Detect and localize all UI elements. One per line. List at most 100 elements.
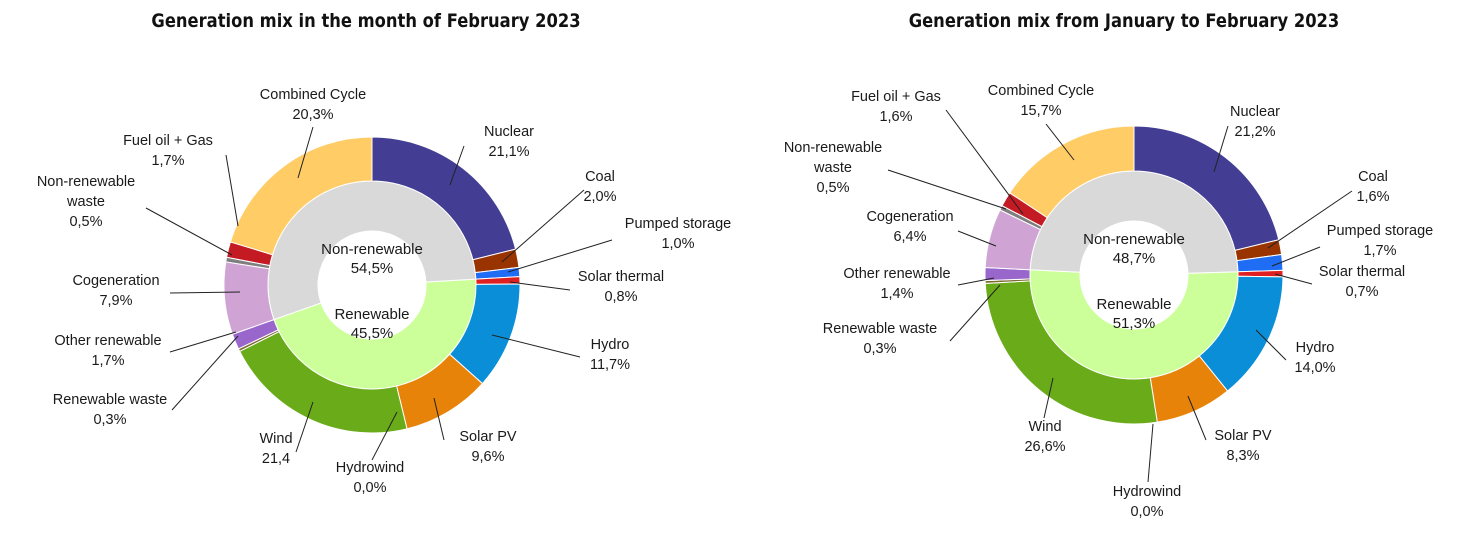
value-label-solar-pv: 9,6% xyxy=(471,449,504,465)
value-label-wind: 21,4 xyxy=(262,451,290,467)
leader-line-renewable-waste xyxy=(949,284,1001,342)
name-label-coal: Coal xyxy=(1358,169,1388,185)
value-label-hydro: 11,7% xyxy=(590,357,630,373)
leader-line-pumped-storage xyxy=(507,239,613,273)
value-label-nuclear: 21,2% xyxy=(1234,124,1275,140)
name-label-fuel-gas: Fuel oil + Gas xyxy=(851,89,941,105)
center-label-renewable-name: Renewable xyxy=(334,306,409,323)
leader-line-hydrowind xyxy=(371,411,398,461)
center-label-non-renewable-name: Non-renewable xyxy=(1083,231,1185,248)
leader-line-solar-thermal xyxy=(1274,273,1313,285)
name-label-coal: Coal xyxy=(585,169,615,185)
name-label-wind: Wind xyxy=(1028,419,1061,435)
leader-line-solar-thermal xyxy=(509,281,571,291)
name-label-combined-cycle: Combined Cycle xyxy=(988,83,1094,99)
name-label-combined-cycle: Combined Cycle xyxy=(260,87,366,103)
chart-1-donut: Non-renewable 54,5% Renewable 45,5% Nuclear 2… xyxy=(37,87,731,496)
value-label-pumped-storage: 1,0% xyxy=(661,236,694,252)
leader-line-hydro xyxy=(1255,329,1287,361)
leader-line-renewable-waste xyxy=(171,335,239,411)
name-label-cogeneration: Cogeneration xyxy=(72,273,159,289)
value-label-combined-cycle: 20,3% xyxy=(292,107,333,123)
leader-line-non-renewable-waste xyxy=(145,207,233,256)
value-label-other-renewable: 1,7% xyxy=(91,353,124,369)
value-label-hydrowind: 0,0% xyxy=(353,480,386,496)
leader-line-hydrowind xyxy=(1147,423,1154,483)
value-label-renewable-waste: 0,3% xyxy=(863,341,896,357)
value-label-non-renewable-waste: 0,5% xyxy=(69,214,102,230)
leader-line-pumped-storage xyxy=(1271,246,1321,267)
leader-line-wind xyxy=(1043,377,1054,419)
leader-line-non-renewable-waste xyxy=(887,169,1007,210)
name-label-hydrowind: Hydrowind xyxy=(336,460,405,476)
value-label-hydrowind: 0,0% xyxy=(1130,504,1163,520)
name-label-nuclear: Nuclear xyxy=(1230,104,1280,120)
value-label-combined-cycle: 15,7% xyxy=(1020,103,1061,119)
name-label-solar-pv: Solar PV xyxy=(1214,428,1272,444)
name-label-renewable-waste: Renewable waste xyxy=(823,321,937,337)
name-label-solar-pv: Solar PV xyxy=(459,429,517,445)
name-label-non-renewable-waste: Non-renewable xyxy=(37,174,135,190)
center-label-non-renewable-value: 48,7% xyxy=(1113,250,1156,267)
center-label-renewable-value: 51,3% xyxy=(1113,315,1156,332)
leader-line-hydro xyxy=(491,334,581,358)
leader-line-fuel-gas xyxy=(225,154,239,227)
name-label-hydrowind: Hydrowind xyxy=(1113,484,1182,500)
slice-combined-cycle xyxy=(229,136,373,256)
value-label-other-renewable: 1,4% xyxy=(880,286,913,302)
leader-line-coal xyxy=(501,189,585,263)
name-label-nuclear: Nuclear xyxy=(484,124,534,140)
name-label-pumped-storage: Pumped storage xyxy=(1327,223,1433,239)
leader-line-other-renewable xyxy=(957,277,995,286)
chart-2-title: Generation mix from January to February … xyxy=(908,10,1340,32)
value-label-nuclear: 21,1% xyxy=(488,144,529,160)
center-label-non-renewable-value: 54,5% xyxy=(351,260,394,277)
leader-line-wind xyxy=(295,401,314,453)
name-label-hydro: Hydro xyxy=(591,337,630,353)
value-label-solar-thermal: 0,7% xyxy=(1345,284,1378,300)
chart-2-donut: Non-renewable 48,7% Renewable 51,3% Nuclear 2… xyxy=(784,83,1433,520)
name-label-solar-thermal: Solar thermal xyxy=(1319,264,1405,280)
leader-line-fuel-gas xyxy=(945,109,1024,215)
leader-line-nuclear xyxy=(449,145,465,186)
leader-line-solar-pv xyxy=(1187,395,1207,441)
slice-solar-thermal xyxy=(1237,269,1284,278)
value-label-hydro: 14,0% xyxy=(1294,360,1335,376)
value-label-cogeneration: 7,9% xyxy=(99,293,132,309)
name-label-non-renewable-waste: waste xyxy=(813,160,852,176)
value-label-fuel-gas: 1,7% xyxy=(151,153,184,169)
leader-line-solar-pv xyxy=(433,397,445,441)
chart-1-title: Generation mix in the month of February … xyxy=(151,10,581,32)
value-label-non-renewable-waste: 0,5% xyxy=(816,180,849,196)
value-label-renewable-waste: 0,3% xyxy=(93,412,126,428)
leader-line-cogeneration xyxy=(957,230,997,247)
value-label-cogeneration: 6,4% xyxy=(893,229,926,245)
name-label-solar-thermal: Solar thermal xyxy=(578,269,664,285)
value-label-solar-thermal: 0,8% xyxy=(604,289,637,305)
value-label-solar-pv: 8,3% xyxy=(1226,448,1259,464)
leader-line-cogeneration xyxy=(169,291,241,294)
name-label-other-renewable: Other renewable xyxy=(843,266,950,282)
leader-line-combined-cycle xyxy=(1045,123,1075,161)
name-label-fuel-gas: Fuel oil + Gas xyxy=(123,133,213,149)
leader-line-nuclear xyxy=(1213,125,1229,173)
slice-combined-cycle xyxy=(1009,125,1135,219)
name-label-renewable-waste: Renewable waste xyxy=(53,392,167,408)
value-label-coal: 2,0% xyxy=(583,189,616,205)
name-label-hydro: Hydro xyxy=(1296,340,1335,356)
name-label-other-renewable: Other renewable xyxy=(54,333,161,349)
center-label-renewable-name: Renewable xyxy=(1096,296,1171,313)
leader-line-combined-cycle xyxy=(297,126,314,179)
value-label-coal: 1,6% xyxy=(1356,189,1389,205)
name-label-non-renewable-waste: waste xyxy=(66,194,105,210)
leader-line-other-renewable xyxy=(169,331,237,353)
name-label-non-renewable-waste: Non-renewable xyxy=(784,140,882,156)
value-label-wind: 26,6% xyxy=(1024,439,1065,455)
value-label-fuel-gas: 1,6% xyxy=(879,109,912,125)
center-label-non-renewable-name: Non-renewable xyxy=(321,241,423,258)
name-label-cogeneration: Cogeneration xyxy=(866,209,953,225)
name-label-pumped-storage: Pumped storage xyxy=(625,216,731,232)
value-label-pumped-storage: 1,7% xyxy=(1363,243,1396,259)
center-label-renewable-value: 45,5% xyxy=(351,325,394,342)
name-label-wind: Wind xyxy=(259,431,292,447)
